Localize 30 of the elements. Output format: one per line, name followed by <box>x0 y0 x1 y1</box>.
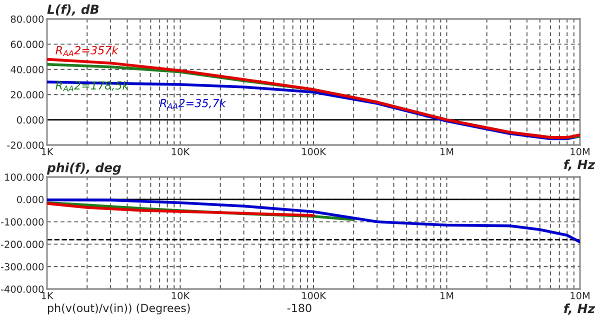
y-tick-label: -20.000 <box>7 141 44 149</box>
series-label: R$_{AA}$2=357k <box>56 46 118 56</box>
x-tick-label: 10K <box>172 148 190 156</box>
y-tick-label: 0.000 <box>17 196 44 204</box>
text: -180 <box>287 304 312 312</box>
x-tick-label: 1M <box>440 148 454 156</box>
x-tick-label: 100K <box>302 148 326 156</box>
y-tick-label: -200.000 <box>0 240 44 248</box>
x-tick-label: 1K <box>42 148 54 156</box>
y-tick-label: -400.000 <box>0 285 44 293</box>
x-tick-label: 1M <box>440 292 454 300</box>
chart-title: L(f), dB <box>47 4 99 16</box>
x-axis-title: f, Hz <box>564 160 596 171</box>
y-tick-label: 20.000 <box>10 91 44 98</box>
y-tick-label: -300.000 <box>0 263 44 270</box>
y-tick-label: 60.000 <box>10 40 44 48</box>
series-label: R$_{AA}$2=35,7k <box>160 98 226 109</box>
x-tick-label: 10M <box>570 292 590 300</box>
y-tick-label: -100.000 <box>0 218 44 226</box>
x-tick-label: 1K <box>42 292 54 300</box>
x-tick-label: 100K <box>302 292 326 300</box>
y-tick-label: 0.000 <box>17 116 44 124</box>
chart-title: phi(f), deg <box>46 162 122 175</box>
y-tick-label: 40.000 <box>10 66 44 74</box>
x-tick-label: 10M <box>570 148 590 156</box>
x-axis-title: f, Hz <box>564 304 596 315</box>
text: ph(v(out)/v(in)) (Degrees) <box>48 304 190 314</box>
y-tick-label: 80.000 <box>10 15 44 23</box>
x-tick-label: 10K <box>172 292 190 300</box>
y-tick-label: 100.000 <box>5 173 44 181</box>
